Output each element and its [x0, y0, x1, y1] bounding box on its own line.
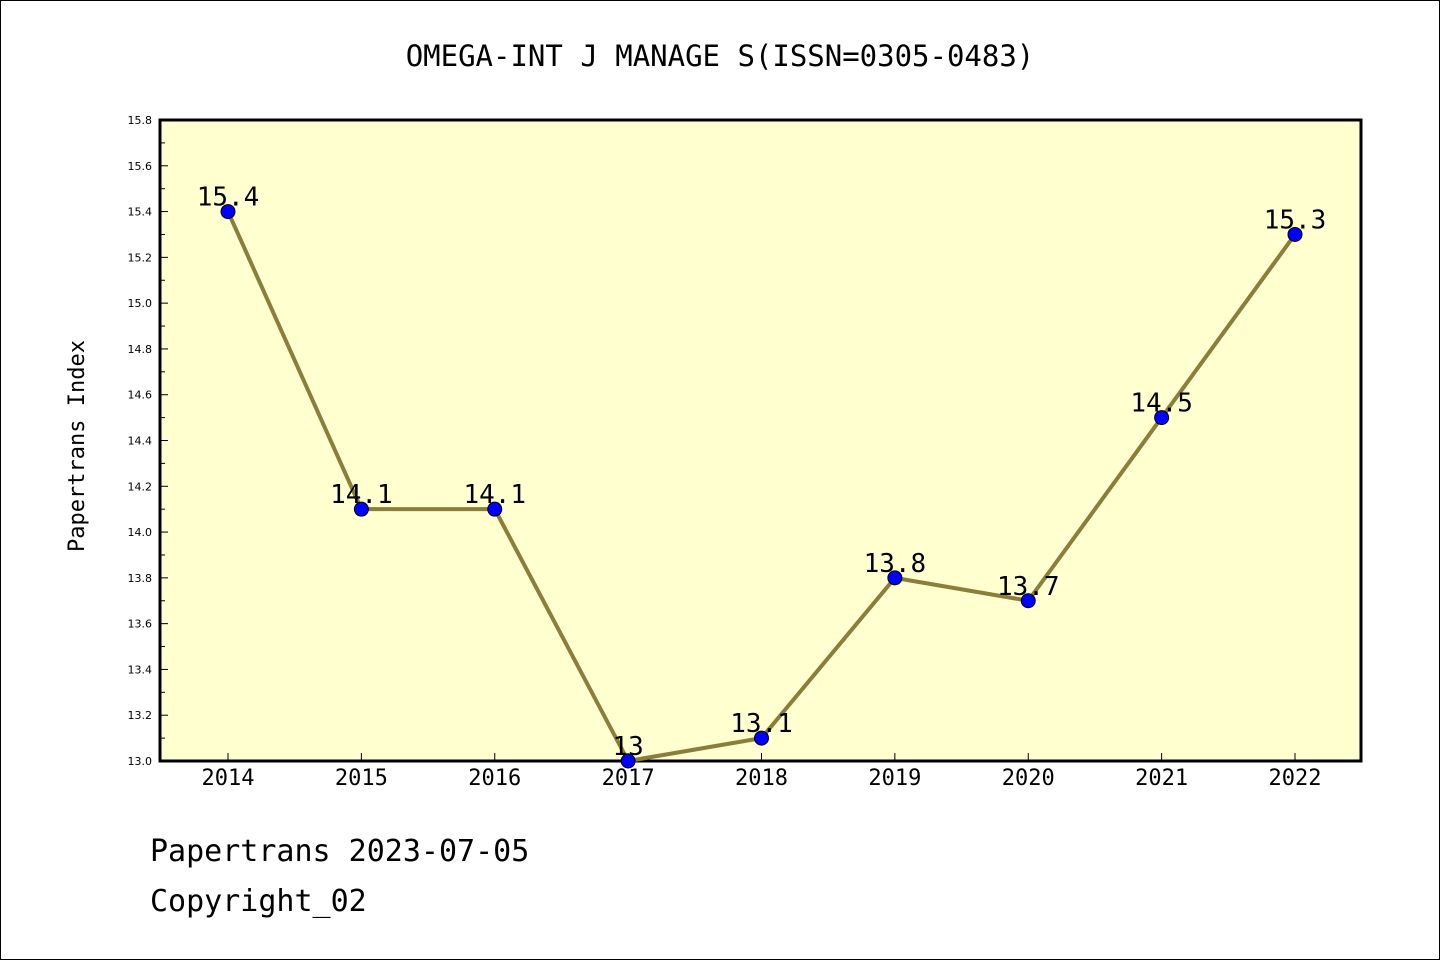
y-tick-label: 14.4	[128, 435, 153, 448]
data-label: 14.5	[1130, 389, 1193, 419]
y-tick-label: 13.6	[128, 618, 153, 631]
data-label: 14.1	[330, 480, 393, 510]
y-tick-label: 14.0	[128, 526, 153, 539]
y-tick-label: 13.0	[128, 755, 153, 768]
data-label: 13	[612, 732, 643, 762]
x-tick-label: 2017	[602, 766, 655, 791]
data-point	[620, 753, 636, 769]
data-label: 13.8	[864, 549, 927, 579]
x-axis-ticks: 2014 2015 2016 2017 2018 2019 2020 2021 2022	[202, 753, 1322, 791]
x-tick-label: 2015	[335, 766, 388, 791]
data-point	[220, 204, 236, 220]
data-point	[1154, 410, 1170, 426]
footer-copyright-text: Copyright_02	[150, 884, 367, 919]
plot-area	[158, 118, 1363, 763]
y-tick-label: 15.4	[128, 206, 153, 219]
y-tick-label: 14.8	[128, 343, 153, 356]
y-tick-label: 13.2	[128, 709, 153, 722]
x-tick-label: 2019	[868, 766, 921, 791]
data-point	[1020, 593, 1036, 609]
y-tick-label: 14.6	[128, 389, 153, 402]
chart-title: OMEGA-INT J MANAGE S(ISSN=0305-0483)	[406, 39, 1035, 73]
series-layer: 15.4 14.1 14.1 13 13.1 13.8 13.7 14.5 15.3	[197, 183, 1327, 769]
data-label: 13.1	[730, 709, 793, 739]
y-tick-label: 15.6	[128, 160, 153, 173]
y-tick-label: 15.2	[128, 251, 153, 264]
y-tick-label: 13.4	[128, 663, 153, 676]
data-point	[1287, 226, 1303, 242]
data-point	[487, 501, 503, 517]
data-point	[887, 570, 903, 586]
data-label: 15.4	[197, 183, 260, 213]
y-tick-label: 15.8	[128, 114, 153, 127]
data-point	[754, 730, 769, 746]
y-tick-label: 15.0	[128, 297, 153, 310]
y-tick-label: 14.2	[128, 480, 153, 493]
data-label: 13.7	[997, 572, 1060, 602]
data-point	[353, 501, 369, 517]
x-tick-label: 2014	[202, 766, 255, 791]
x-tick-label: 2021	[1135, 766, 1188, 791]
y-axis-ticks: 13.0 13.2 13.4 13.6 13.8 14.0 14.2 14.4 14.6 14.8…	[128, 114, 168, 768]
y-tick-label: 13.8	[128, 572, 153, 585]
x-tick-label: 2016	[468, 766, 521, 791]
x-tick-label: 2020	[1002, 766, 1055, 791]
footer-date-text: Papertrans 2023-07-05	[150, 834, 530, 869]
x-tick-label: 2018	[735, 766, 788, 791]
data-label: 15.3	[1264, 205, 1327, 235]
x-tick-label: 2022	[1269, 766, 1322, 791]
y-axis-label: Papertrans Index	[65, 340, 90, 552]
data-label: 14.1	[463, 480, 526, 510]
